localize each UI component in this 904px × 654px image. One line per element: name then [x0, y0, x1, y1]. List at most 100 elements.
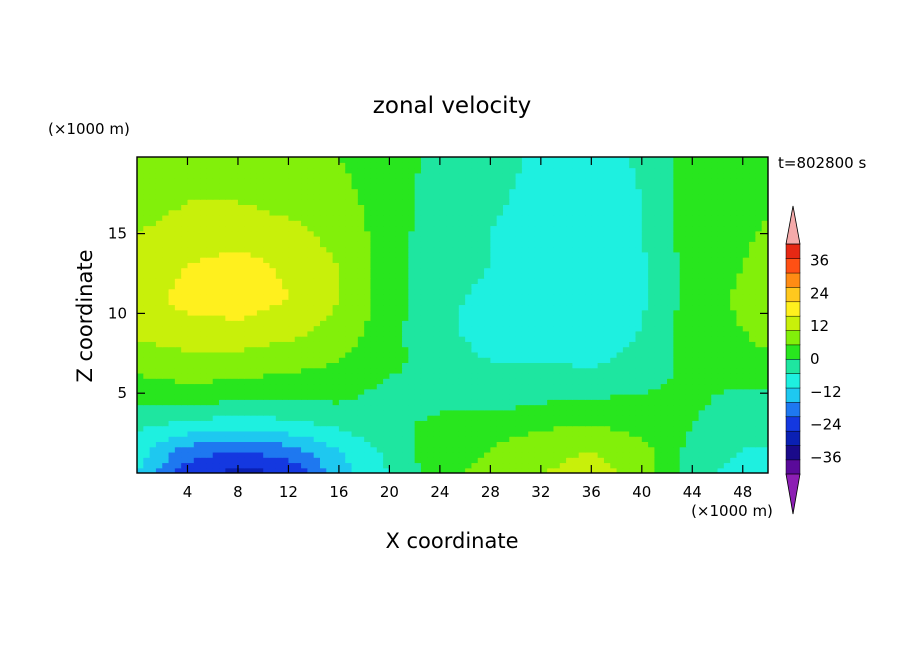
field-cell [155, 388, 163, 395]
field-cell [704, 351, 712, 358]
field-cell [162, 236, 170, 242]
field-cell [673, 436, 681, 442]
field-cell [679, 351, 687, 358]
field-cell [345, 320, 353, 327]
field-cell [275, 278, 283, 284]
field-cell [679, 420, 687, 427]
field-cell [465, 430, 473, 437]
field-cell [465, 420, 473, 427]
field-cell [667, 420, 674, 427]
field-cell [155, 325, 163, 332]
field-cell [761, 409, 768, 416]
field-cell [446, 372, 454, 379]
field-cell [458, 457, 466, 464]
field-cell [603, 309, 611, 316]
field-cell [509, 299, 517, 306]
field-cell [307, 372, 315, 379]
field-cell [370, 309, 378, 316]
field-cell [446, 436, 454, 442]
field-cell [742, 257, 750, 263]
field-cell [181, 420, 189, 427]
field-cell [458, 430, 466, 437]
field-cell [547, 436, 555, 442]
field-cell [540, 309, 548, 316]
field-cell [206, 436, 214, 442]
field-cell [168, 251, 176, 258]
field-cell [414, 420, 422, 427]
field-cell [723, 351, 731, 358]
field-cell [395, 236, 403, 242]
field-cell [282, 383, 290, 390]
field-cell [193, 272, 201, 279]
field-cell [408, 394, 416, 400]
field-cell [351, 467, 359, 473]
field-cell [496, 467, 504, 473]
field-cell [471, 330, 479, 337]
field-cell [294, 341, 302, 348]
field-cell [414, 214, 422, 221]
field-cell [212, 251, 220, 258]
field-cell [162, 330, 170, 337]
field-cell [137, 220, 144, 227]
field-cell [742, 404, 750, 411]
field-cell [566, 278, 573, 284]
field-cell [679, 388, 687, 395]
field-cell [439, 457, 447, 464]
field-cell [256, 441, 264, 448]
field-cell [534, 441, 542, 448]
field-cell [307, 251, 315, 258]
field-cell [338, 330, 346, 337]
field-cell [704, 446, 712, 453]
field-cell [313, 351, 321, 358]
field-cell [225, 341, 233, 348]
field-cell [597, 209, 605, 216]
field-cell [597, 346, 605, 353]
field-cell [465, 283, 473, 290]
field-cell [263, 304, 271, 311]
field-cell [547, 372, 555, 379]
field-cell [755, 293, 763, 300]
field-cell [679, 415, 687, 421]
field-cell [667, 425, 674, 432]
field-cell [332, 236, 340, 242]
field-cell [376, 246, 384, 253]
field-cell [345, 230, 353, 237]
field-cell [174, 315, 182, 321]
field-cell [471, 399, 479, 406]
field-cell [256, 420, 264, 427]
field-cell [515, 230, 523, 237]
field-cell [288, 394, 296, 400]
field-cell [591, 404, 599, 411]
field-cell [294, 246, 302, 253]
field-cell [452, 278, 460, 284]
field-cell [610, 304, 618, 311]
field-cell [528, 430, 536, 437]
field-cell [515, 383, 523, 390]
field-cell [294, 304, 302, 311]
field-cell [458, 351, 466, 358]
field-cell [635, 336, 643, 342]
field-cell [187, 336, 195, 342]
field-cell [345, 372, 353, 379]
field-cell [288, 251, 296, 258]
field-cell [685, 362, 693, 369]
field-cell [528, 251, 536, 258]
field-cell [477, 309, 485, 316]
field-cell [414, 367, 422, 374]
field-cell [338, 383, 346, 390]
field-cell [389, 430, 397, 437]
field-cell [168, 315, 176, 321]
field-cell [603, 293, 611, 300]
field-cell [648, 230, 656, 237]
field-cell [307, 420, 315, 427]
field-cell [244, 230, 252, 237]
field-cell [622, 394, 630, 400]
field-cell [313, 257, 321, 263]
field-cell [332, 415, 340, 421]
field-cell [755, 357, 763, 363]
field-cell [237, 446, 245, 453]
field-cell [364, 299, 372, 306]
field-cell [578, 267, 586, 274]
field-cell [231, 225, 239, 232]
field-cell [389, 415, 397, 421]
